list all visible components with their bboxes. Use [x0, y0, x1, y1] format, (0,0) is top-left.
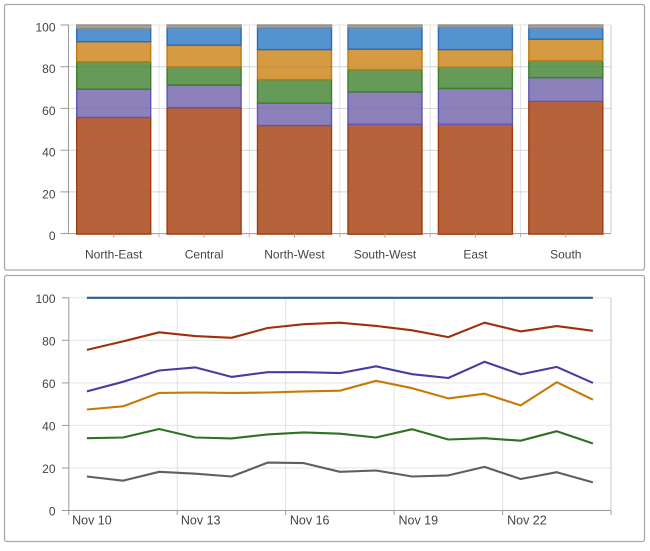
svg-text:60: 60 — [42, 377, 56, 391]
svg-text:Central: Central — [185, 248, 224, 262]
svg-text:East: East — [463, 248, 488, 262]
svg-text:20: 20 — [42, 462, 56, 476]
svg-text:0: 0 — [49, 505, 56, 519]
svg-text:Nov 16: Nov 16 — [290, 513, 330, 527]
svg-text:South: South — [550, 248, 581, 262]
svg-text:0: 0 — [49, 229, 56, 243]
svg-text:Nov 13: Nov 13 — [181, 513, 221, 527]
svg-text:Nov 22: Nov 22 — [507, 513, 547, 527]
svg-text:Nov 19: Nov 19 — [398, 513, 438, 527]
svg-text:40: 40 — [42, 419, 56, 433]
svg-text:North-East: North-East — [85, 248, 143, 262]
svg-text:South-West: South-West — [354, 248, 417, 262]
svg-text:100: 100 — [35, 292, 55, 306]
svg-text:20: 20 — [42, 187, 56, 201]
svg-text:100: 100 — [35, 21, 55, 35]
svg-text:Nov 10: Nov 10 — [72, 513, 112, 527]
svg-text:80: 80 — [42, 62, 56, 76]
svg-text:60: 60 — [42, 104, 56, 118]
svg-text:80: 80 — [42, 334, 56, 348]
svg-text:North-West: North-West — [264, 248, 325, 262]
svg-text:40: 40 — [42, 146, 56, 160]
